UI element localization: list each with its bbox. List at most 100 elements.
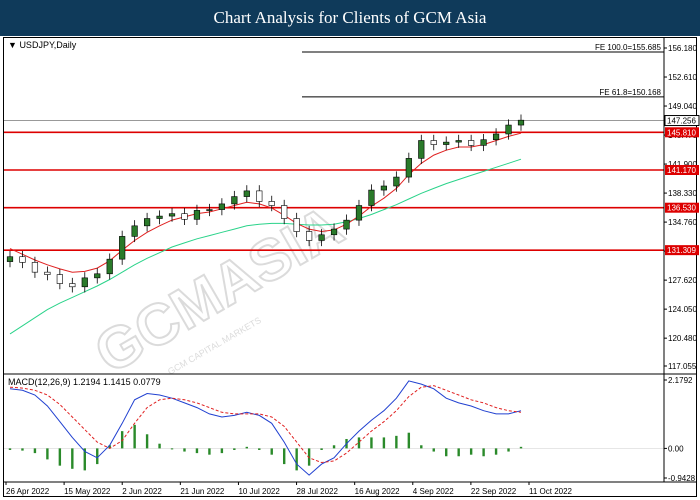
- candle-body: [480, 139, 487, 146]
- x-tick-label: 21 Jun 2022: [180, 487, 225, 496]
- candle-body: [355, 205, 363, 221]
- macd-histogram-bar: [270, 448, 273, 455]
- macd-histogram-bar: [295, 448, 298, 471]
- macd-histogram-bar: [370, 437, 373, 449]
- candle-body: [306, 231, 313, 241]
- x-tick-label: 11 Oct 2022: [529, 487, 573, 496]
- x-tick-label: 26 Apr 2022: [6, 487, 50, 496]
- y-tick-label: 138.330: [668, 189, 697, 198]
- macd-histogram-bar: [332, 445, 336, 449]
- macd-y-tick-label: 2.1792: [668, 376, 693, 385]
- macd-label: MACD(12,26,9) 1.2194 1.1415 0.0779: [8, 377, 161, 387]
- y-tick-label: 117.055: [668, 362, 697, 371]
- candle-body: [268, 201, 275, 206]
- candle-body: [143, 218, 151, 227]
- page-title: Chart Analysis for Clients of GCM Asia: [0, 0, 700, 36]
- candle-body: [293, 218, 300, 232]
- macd-histogram-bar: [195, 448, 199, 454]
- macd-histogram-bar: [8, 448, 12, 450]
- macd-histogram-bar: [145, 434, 149, 449]
- macd-histogram-bar: [494, 448, 498, 455]
- x-tick-label: 2 Jun 2022: [122, 487, 162, 496]
- macd-histogram-bar: [21, 448, 24, 451]
- candle-body: [94, 273, 101, 279]
- macd-histogram-bar: [469, 448, 473, 455]
- macd-histogram-bar: [420, 445, 423, 449]
- candle-body: [443, 141, 450, 145]
- candle-body: [231, 196, 238, 205]
- candle-body: [206, 209, 213, 211]
- candle-body: [330, 228, 338, 236]
- macd-histogram-bar: [133, 424, 136, 449]
- macd-histogram-bar: [258, 448, 261, 450]
- macd-histogram-bar: [233, 448, 236, 450]
- candle-body: [81, 277, 88, 288]
- macd-histogram-bar: [457, 448, 460, 457]
- candle-body: [418, 140, 425, 159]
- candle-body: [69, 283, 76, 288]
- candle-body: [131, 225, 138, 237]
- watermark-text: GCMASIA: [84, 193, 354, 386]
- current-price-label: 147.256: [667, 117, 696, 126]
- x-tick-label: 28 Jul 2022: [297, 487, 339, 496]
- candle-body: [243, 190, 250, 197]
- current-price-tag: [664, 115, 700, 127]
- macd-histogram-bar: [58, 448, 62, 466]
- candle-body: [455, 140, 462, 143]
- candle-body: [281, 205, 288, 219]
- price-level-label: 131.309: [667, 246, 696, 255]
- x-tick-label: 10 Jul 2022: [238, 487, 280, 496]
- dropdown-triangle-icon[interactable]: ▼: [8, 40, 17, 50]
- symbol-label: ▼ USDJPY,Daily: [8, 40, 76, 50]
- y-tick-label: 141.900: [668, 160, 697, 169]
- macd-histogram-bar: [96, 448, 99, 465]
- y-tick-label: 120.480: [668, 334, 697, 343]
- candle-body: [218, 203, 225, 210]
- price-level-label: 141.170: [667, 166, 696, 175]
- y-tick-label: 152.610: [668, 73, 697, 82]
- macd-histogram-bar: [71, 448, 74, 469]
- macd-histogram-bar: [83, 448, 86, 471]
- macd-histogram-bar: [407, 432, 411, 449]
- candle-body: [193, 210, 201, 220]
- macd-histogram-bar: [357, 437, 361, 449]
- macd-histogram-bar: [432, 448, 435, 452]
- candle-body: [19, 256, 26, 263]
- price-level-tag: [665, 202, 699, 213]
- symbol-text: USDJPY,Daily: [19, 40, 77, 50]
- y-tick-label: 149.040: [668, 102, 697, 111]
- chart-frame: [3, 37, 697, 497]
- macd-histogram-bar: [282, 448, 286, 465]
- macd-histogram-bar: [108, 445, 111, 449]
- y-tick-label: 124.050: [668, 305, 697, 314]
- x-tick-label: 15 May 2022: [64, 487, 111, 496]
- candle-body: [468, 140, 475, 146]
- x-tick-label: 22 Sep 2022: [471, 487, 517, 496]
- macd-histogram-bar: [519, 446, 523, 449]
- candle-body: [6, 256, 14, 262]
- candle-body: [44, 271, 51, 275]
- macd-histogram-bar: [445, 448, 448, 457]
- watermark: GCMASIA GCM CAPITAL MARKETS: [83, 192, 355, 387]
- macd-y-tick-label: -0.9428: [668, 474, 696, 483]
- axes: 156.180152.610149.040145.470141.900138.3…: [4, 37, 700, 496]
- fibonacci-label: FE 61.8=150.168: [599, 88, 661, 97]
- candle-body: [368, 189, 375, 206]
- ma-green-line: [9, 158, 522, 335]
- macd-histogram-bar: [120, 431, 124, 449]
- candle-body: [181, 213, 188, 220]
- y-tick-label: 156.180: [668, 44, 697, 53]
- candle-body: [106, 258, 113, 275]
- macd-histogram-bar: [220, 448, 224, 454]
- price-level-label: 145.810: [667, 128, 696, 137]
- macd-line: [9, 380, 522, 476]
- candle-body: [168, 213, 176, 217]
- macd-y-tick-label: 0.00: [668, 444, 684, 453]
- macd-histogram-bar: [170, 448, 174, 450]
- macd-histogram-bar: [208, 448, 211, 455]
- candle-body: [156, 215, 163, 219]
- x-tick-label: 4 Sep 2022: [413, 487, 454, 496]
- candle-body: [318, 234, 325, 241]
- candle-body: [405, 158, 412, 178]
